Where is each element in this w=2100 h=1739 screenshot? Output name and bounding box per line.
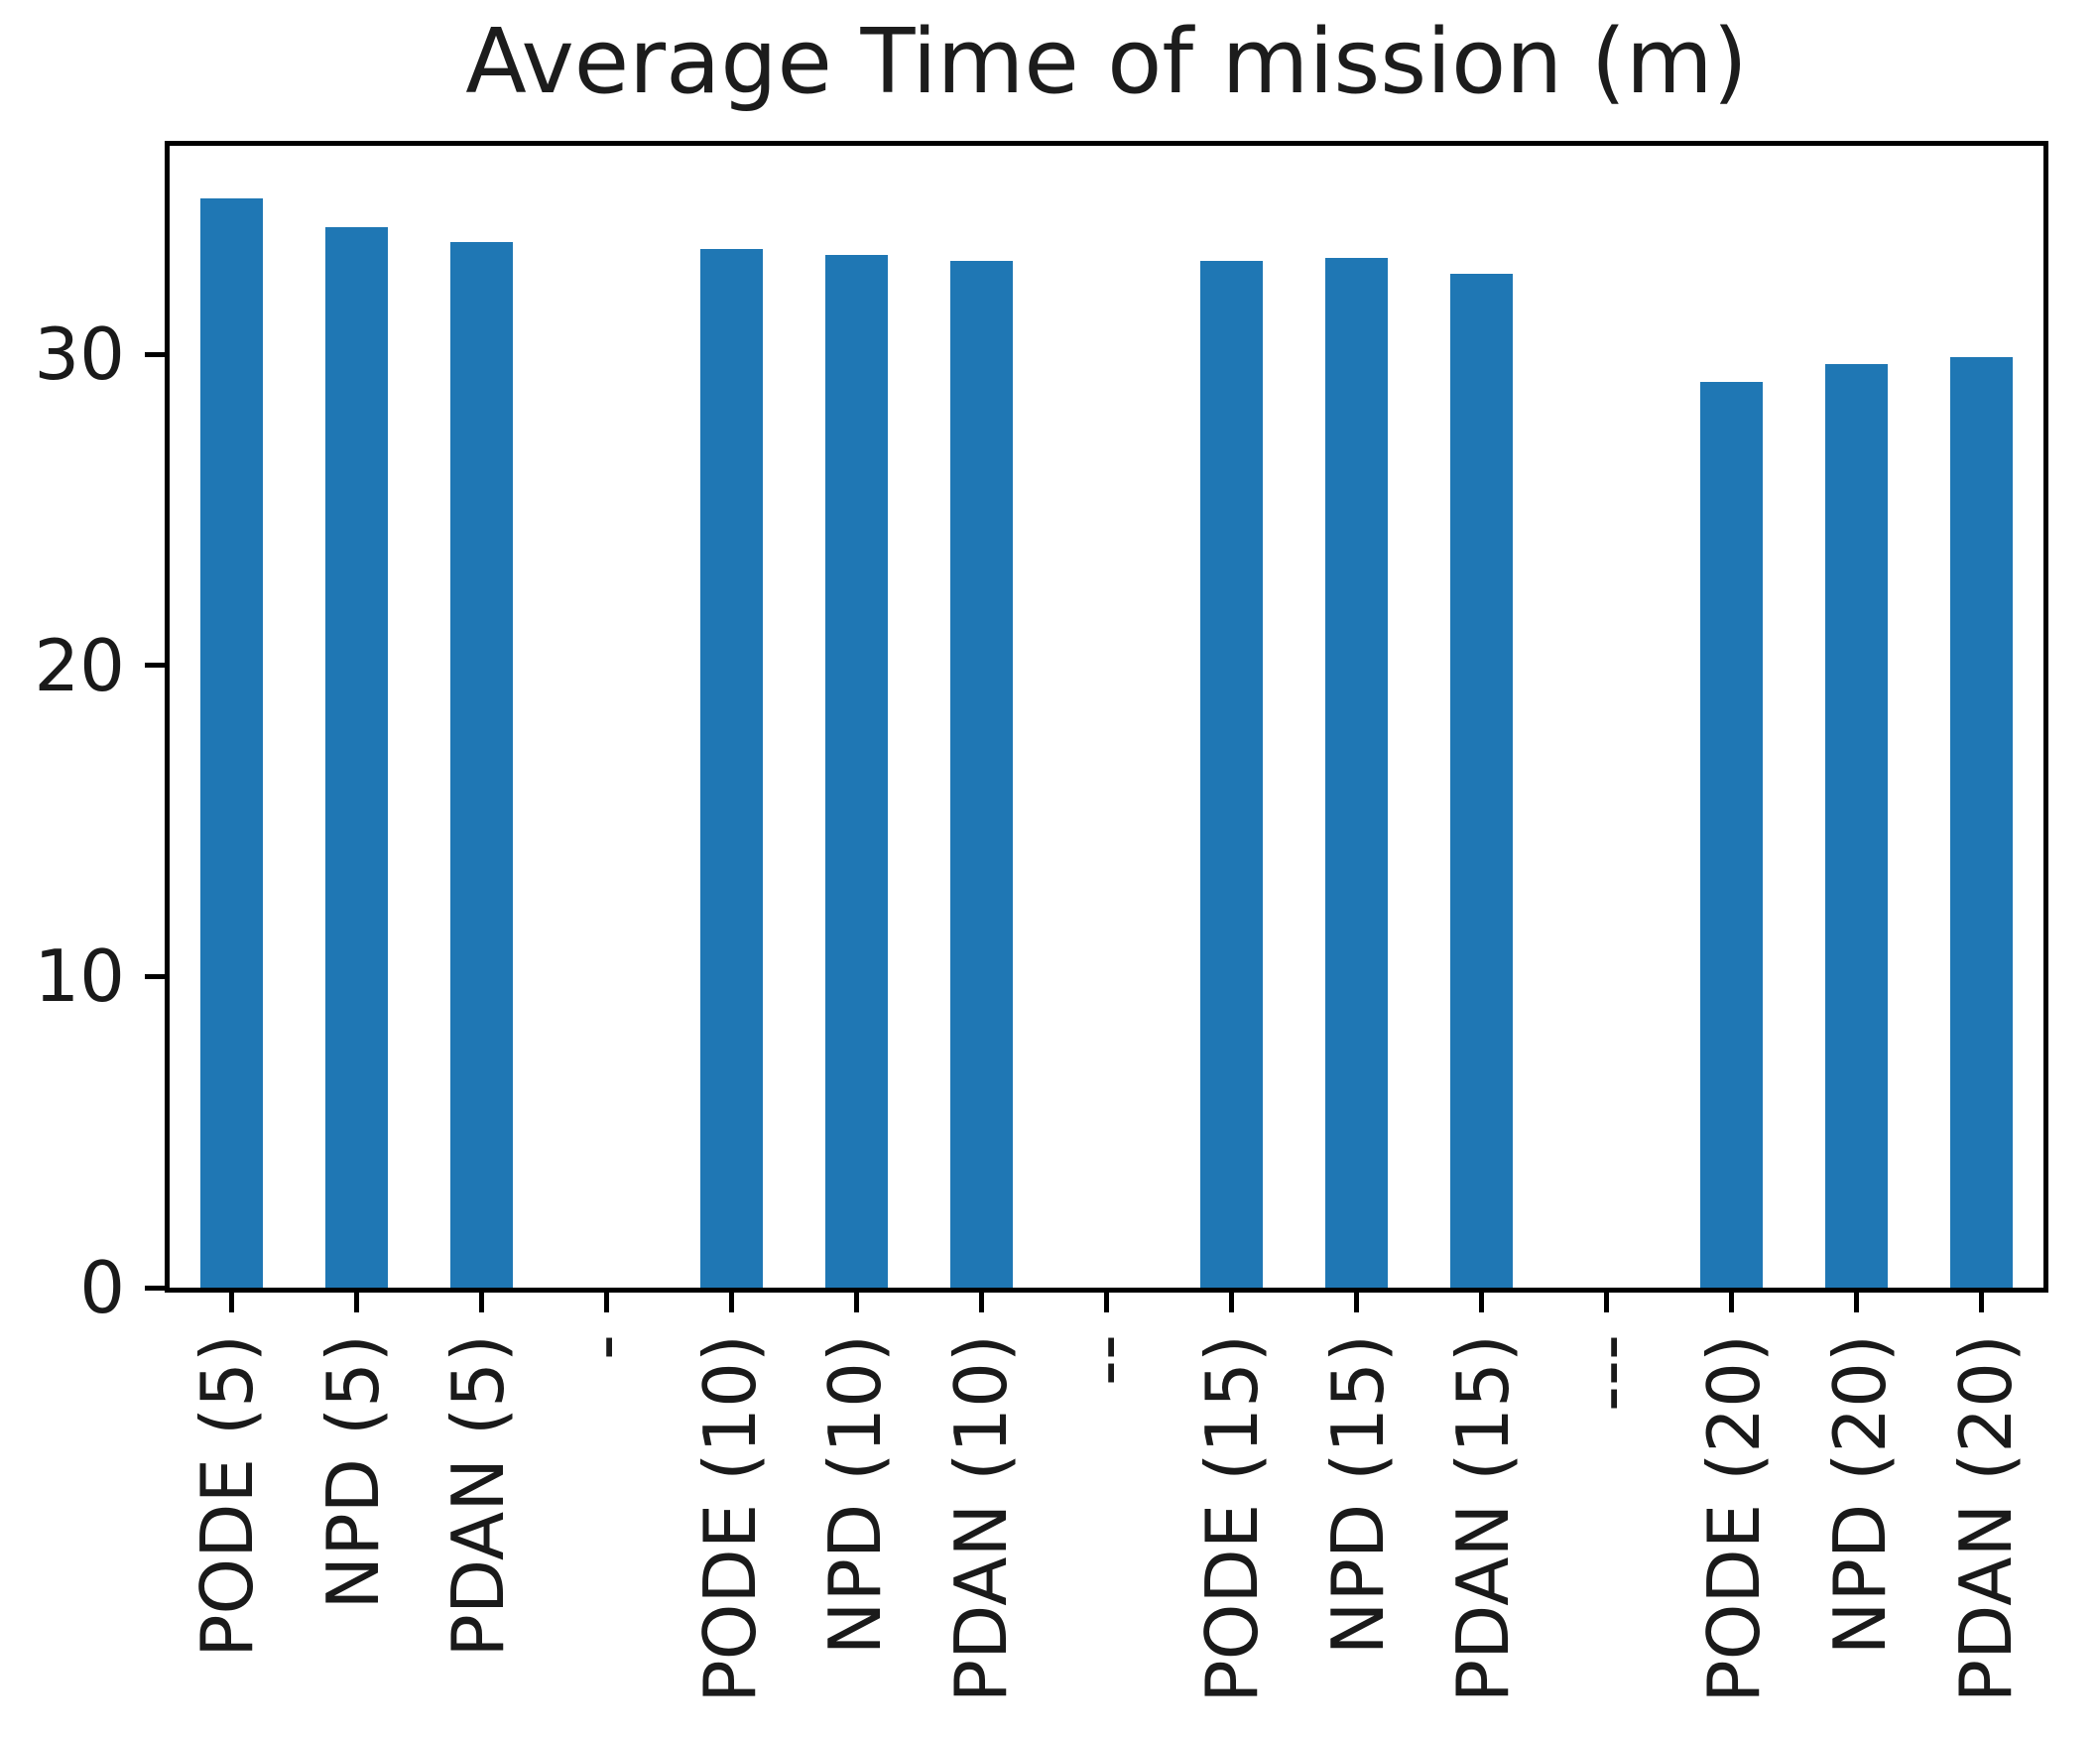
bar-slot bbox=[670, 146, 795, 1312]
x-tick-label: PODE (5) bbox=[185, 1334, 270, 1658]
y-tick-label: 20 bbox=[34, 623, 125, 707]
x-label-slot: PODE (5) bbox=[165, 1334, 291, 1739]
x-label-slot: PDAN (20) bbox=[1922, 1334, 2048, 1739]
plot-area: 0 10 20 30 bbox=[34, 141, 2048, 1323]
bar-slot bbox=[1045, 146, 1170, 1312]
x-label-slot: --- bbox=[1546, 1334, 1672, 1739]
x-label-slot: - bbox=[542, 1334, 668, 1739]
x-tick-mark bbox=[1728, 1293, 1734, 1312]
x-tick-label: NPD (10) bbox=[813, 1334, 898, 1656]
x-tick-label: PDAN (5) bbox=[436, 1334, 521, 1658]
x-label-slot: PODE (20) bbox=[1671, 1334, 1797, 1739]
x-tick-mark bbox=[479, 1293, 485, 1312]
x-tick-label: -- bbox=[1064, 1334, 1149, 1386]
x-tick-mark bbox=[854, 1293, 860, 1312]
x-tick-label: PDAN (10) bbox=[938, 1334, 1023, 1703]
bar-NPD (15) bbox=[1324, 257, 1388, 1288]
y-tick-label: 10 bbox=[34, 934, 125, 1019]
x-tick-mark bbox=[1978, 1293, 1984, 1312]
x-label-slot: NPD (10) bbox=[793, 1334, 919, 1739]
x-tick-label: NPD (15) bbox=[1315, 1334, 1400, 1656]
bar-slot bbox=[1294, 146, 1419, 1312]
x-tick-mark bbox=[354, 1293, 360, 1312]
x-tick-mark bbox=[1353, 1293, 1359, 1312]
y-tick-mark bbox=[145, 973, 165, 979]
bar-NPD (20) bbox=[1824, 363, 1888, 1288]
x-tick-mark bbox=[1478, 1293, 1484, 1312]
x-label-slot: PDAN (5) bbox=[416, 1334, 542, 1739]
x-tick-mark bbox=[729, 1293, 735, 1312]
x-label-slot: PDAN (10) bbox=[919, 1334, 1045, 1739]
x-tick-mark bbox=[1603, 1293, 1609, 1312]
x-tick-mark bbox=[979, 1293, 985, 1312]
bar-PODE (10) bbox=[700, 248, 764, 1288]
x-tick-mark bbox=[1853, 1293, 1859, 1312]
chart-title: Average Time of mission (m) bbox=[465, 10, 1748, 114]
x-label-slot: NPD (5) bbox=[291, 1334, 417, 1739]
bar-slot bbox=[1918, 146, 2043, 1312]
x-tick-label: PDAN (15) bbox=[1441, 1334, 1526, 1703]
bar-slot bbox=[420, 146, 545, 1312]
bar-NPD (10) bbox=[825, 254, 889, 1288]
bar-PDAN (20) bbox=[1949, 357, 2013, 1288]
bar-PODE (20) bbox=[1699, 382, 1763, 1288]
bar-slot bbox=[1419, 146, 1544, 1312]
x-tick-label: PDAN (20) bbox=[1943, 1334, 2028, 1703]
x-label-slot: NPD (15) bbox=[1295, 1334, 1421, 1739]
bar-PDAN (15) bbox=[1449, 273, 1513, 1288]
y-tick-mark bbox=[145, 663, 165, 669]
y-tick-mark bbox=[145, 351, 165, 357]
bar-slot bbox=[920, 146, 1045, 1312]
x-label-slot: -- bbox=[1044, 1334, 1170, 1739]
y-tick-label: 0 bbox=[79, 1246, 125, 1329]
bar-PDAN (10) bbox=[950, 261, 1014, 1288]
x-label-slot: PODE (10) bbox=[667, 1334, 793, 1739]
bar-slot bbox=[1170, 146, 1295, 1312]
bar-PDAN (5) bbox=[450, 242, 514, 1288]
x-label-slot: PDAN (15) bbox=[1421, 1334, 1546, 1739]
x-tick-mark bbox=[1228, 1293, 1234, 1312]
bar-PODE (15) bbox=[1199, 261, 1263, 1288]
bar-slot bbox=[1793, 146, 1918, 1312]
x-label-slot: PODE (15) bbox=[1170, 1334, 1296, 1739]
bar-slot bbox=[795, 146, 920, 1312]
x-tick-label: NPD (5) bbox=[310, 1334, 395, 1610]
x-tick-mark bbox=[604, 1293, 610, 1312]
x-tick-mark bbox=[1104, 1293, 1110, 1312]
bars-row bbox=[170, 146, 2043, 1312]
bar-slot bbox=[1544, 146, 1668, 1312]
bar-slot bbox=[1668, 146, 1793, 1312]
x-tick-label: NPD (20) bbox=[1818, 1334, 1903, 1656]
x-tick-label: PODE (20) bbox=[1692, 1334, 1777, 1703]
x-tick-label: - bbox=[562, 1334, 647, 1360]
y-tick-label: 30 bbox=[34, 312, 125, 397]
bar-NPD (5) bbox=[325, 226, 389, 1288]
x-tick-label: --- bbox=[1566, 1334, 1651, 1412]
x-axis-labels: PODE (5) NPD (5) PDAN (5) - PODE (10) NPD (10… bbox=[165, 1334, 2048, 1739]
bar-slot bbox=[295, 146, 420, 1312]
x-tick-mark bbox=[229, 1293, 235, 1312]
x-label-slot: NPD (20) bbox=[1797, 1334, 1923, 1739]
x-tick-label: PODE (10) bbox=[687, 1334, 772, 1703]
y-tick-mark bbox=[145, 1285, 165, 1291]
bar-slot bbox=[170, 146, 295, 1312]
x-tick-label: PODE (15) bbox=[1190, 1334, 1275, 1703]
bar-slot bbox=[545, 146, 670, 1312]
bar-PODE (5) bbox=[200, 198, 264, 1288]
